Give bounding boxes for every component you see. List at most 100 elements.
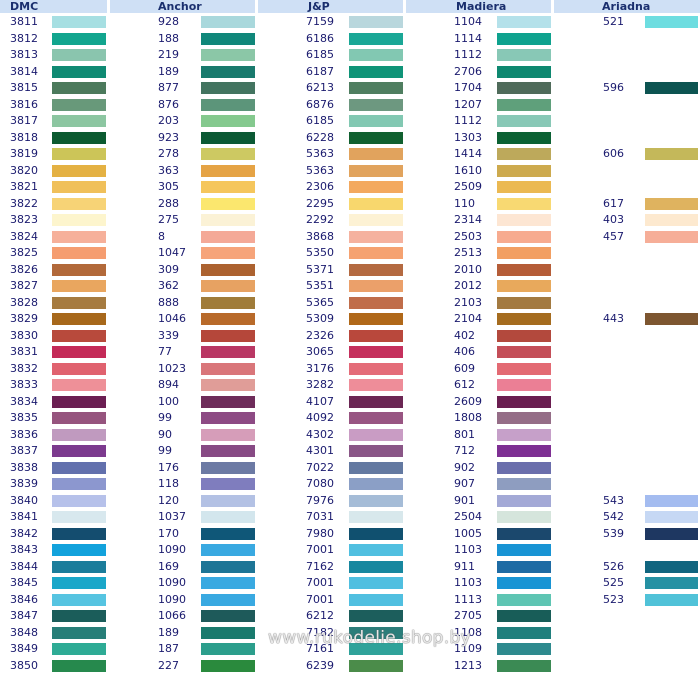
madiera-code: 2104 (454, 312, 482, 325)
dmc-swatch (52, 181, 106, 193)
jp-swatch (349, 478, 403, 490)
ariadna-code: 443 (603, 312, 624, 325)
jp-swatch (349, 511, 403, 523)
jp-code: 7182 (306, 625, 334, 639)
madiera-code: 609 (454, 361, 475, 375)
madiera-swatch (497, 313, 551, 325)
table-row: 3814 189 6187 2706 (0, 64, 700, 80)
anchor-swatch (201, 379, 255, 391)
table-row: 3820 363 5363 1610 (0, 163, 700, 179)
madiera-code: 110 (454, 196, 475, 210)
ariadna-swatch (645, 577, 698, 589)
dmc-swatch (52, 346, 106, 358)
anchor-code: 309 (158, 262, 179, 276)
anchor-swatch (201, 626, 255, 639)
madiera-swatch (497, 148, 551, 160)
dmc-code: 3846 (10, 592, 38, 606)
jp-swatch (349, 98, 403, 111)
dmc-swatch (52, 296, 106, 309)
anchor-code: 1090 (158, 592, 186, 606)
madiera-swatch (497, 560, 551, 573)
madiera-code: 2314 (454, 213, 482, 226)
ariadna-swatch (645, 313, 698, 325)
jp-code: 6876 (306, 97, 334, 111)
table-row: 3850 227 6239 1213 (0, 658, 700, 674)
jp-code: 7031 (306, 510, 334, 523)
anchor-code: 187 (158, 642, 179, 655)
anchor-code: 77 (158, 345, 172, 358)
ariadna-swatch (645, 560, 698, 573)
anchor-code: 189 (158, 64, 179, 78)
madiera-code: 902 (454, 460, 475, 474)
anchor-swatch (201, 593, 255, 606)
anchor-code: 90 (158, 427, 172, 441)
jp-swatch (349, 65, 403, 78)
dmc-swatch (52, 280, 106, 292)
jp-code: 7159 (306, 15, 334, 28)
ariadna-code: 521 (603, 15, 624, 28)
dmc-swatch (52, 247, 106, 259)
jp-swatch (349, 527, 403, 540)
table-row: 3826 309 5371 2010 (0, 262, 700, 278)
jp-swatch (349, 593, 403, 606)
dmc-code: 3818 (10, 130, 38, 144)
jp-swatch (349, 494, 403, 507)
madiera-code: 1005 (454, 526, 482, 540)
anchor-swatch (201, 214, 255, 226)
anchor-swatch (201, 544, 255, 556)
dmc-code: 3832 (10, 361, 38, 375)
anchor-swatch (201, 659, 255, 672)
madiera-code: 1112 (454, 48, 482, 61)
jp-code: 7162 (306, 559, 334, 573)
dmc-swatch (52, 494, 106, 507)
jp-swatch (349, 346, 403, 358)
madiera-code: 1610 (454, 163, 482, 177)
table-row: 3824 8 3868 2503 457 (0, 229, 700, 245)
table-row: 3848 189 7182 1108 (0, 625, 700, 641)
anchor-code: 188 (158, 31, 179, 45)
dmc-code: 3850 (10, 658, 38, 672)
dmc-swatch (52, 164, 106, 177)
table-row: 3839 118 7080 907 (0, 476, 700, 492)
madiera-code: 2103 (454, 295, 482, 309)
dmc-code: 3847 (10, 609, 38, 622)
madiera-swatch (497, 346, 551, 358)
jp-code: 6239 (306, 658, 334, 672)
table-row: 3817 203 6185 1112 (0, 113, 700, 129)
table-row: 3821 305 2306 2509 (0, 179, 700, 195)
dmc-swatch (52, 527, 106, 540)
anchor-code: 176 (158, 460, 179, 474)
jp-code: 6228 (306, 130, 334, 144)
ariadna-code: 403 (603, 213, 624, 226)
jp-code: 5351 (306, 279, 334, 292)
anchor-swatch (201, 494, 255, 507)
dmc-swatch (52, 214, 106, 226)
table-row: 3825 1047 5350 2513 (0, 245, 700, 261)
jp-code: 7080 (306, 477, 334, 490)
dmc-code: 3839 (10, 477, 38, 490)
jp-swatch (349, 329, 403, 342)
dmc-swatch (52, 82, 106, 94)
jp-swatch (349, 280, 403, 292)
dmc-code: 3815 (10, 81, 38, 94)
ariadna-code: 457 (603, 229, 624, 243)
table-row: 3818 923 6228 1303 (0, 130, 700, 146)
madiera-code: 1414 (454, 147, 482, 160)
dmc-code: 3830 (10, 328, 38, 342)
table-row: 3843 1090 7001 1103 (0, 542, 700, 558)
ariadna-swatch (645, 82, 698, 94)
madiera-swatch (497, 395, 551, 408)
anchor-swatch (201, 65, 255, 78)
madiera-code: 2706 (454, 64, 482, 78)
jp-swatch (349, 643, 403, 655)
anchor-swatch (201, 16, 255, 28)
dmc-swatch (52, 643, 106, 655)
jp-swatch (349, 247, 403, 259)
dmc-swatch (52, 197, 106, 210)
dmc-swatch (52, 511, 106, 523)
anchor-code: 169 (158, 559, 179, 573)
anchor-swatch (201, 643, 255, 655)
dmc-code: 3821 (10, 180, 38, 193)
anchor-code: 1066 (158, 609, 186, 622)
dmc-swatch (52, 412, 106, 424)
